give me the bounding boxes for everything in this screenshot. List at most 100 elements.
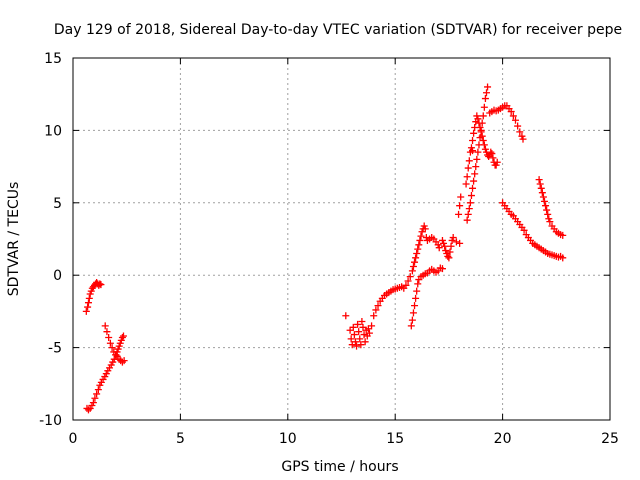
data-point — [94, 386, 102, 394]
data-point — [409, 263, 417, 271]
data-point — [412, 254, 420, 262]
data-point — [469, 137, 477, 145]
data-point — [119, 332, 127, 340]
data-point — [91, 394, 99, 402]
chart-title: Day 129 of 2018, Sidereal Day-to-day VTE… — [54, 22, 622, 38]
data-point — [342, 312, 350, 320]
data-point — [475, 119, 483, 127]
data-point — [473, 155, 481, 163]
data-point — [507, 108, 515, 116]
data-point — [463, 216, 471, 224]
data-point — [479, 112, 487, 120]
data-point — [413, 287, 421, 295]
data-point — [465, 205, 473, 213]
data-point — [456, 202, 464, 210]
data-point — [406, 273, 414, 281]
x-tick-label: 5 — [176, 431, 185, 447]
data-point — [108, 344, 116, 352]
data-point — [356, 335, 364, 343]
data-point — [444, 252, 452, 260]
data-point — [536, 180, 544, 188]
data-point — [478, 132, 486, 140]
grid-lines — [73, 58, 610, 420]
data-point — [85, 294, 93, 302]
data-point — [353, 342, 361, 350]
data-point — [535, 176, 543, 184]
data-point — [407, 322, 415, 330]
data-point — [465, 157, 473, 165]
data-point — [415, 241, 423, 249]
data-point — [463, 173, 471, 181]
data-point — [466, 199, 474, 207]
data-point — [514, 122, 522, 130]
data-point — [354, 320, 362, 328]
y-tick-label: 15 — [44, 51, 62, 67]
data-point — [370, 312, 378, 320]
data-point — [511, 116, 519, 124]
data-point — [455, 210, 463, 218]
data-point — [469, 184, 477, 192]
data-point — [472, 163, 480, 171]
data-point — [493, 158, 501, 166]
data-point — [105, 333, 113, 341]
data-point — [474, 115, 482, 123]
data-point — [365, 329, 373, 337]
data-point — [540, 197, 548, 205]
y-tick-label: -10 — [39, 413, 62, 429]
plot-frame — [72, 57, 611, 421]
data-point — [479, 137, 487, 145]
data-point — [477, 128, 485, 136]
data-point — [542, 202, 550, 210]
x-tick-label: 0 — [69, 431, 78, 447]
data-point — [120, 357, 128, 365]
data-point — [446, 248, 454, 256]
data-point — [489, 154, 497, 162]
x-tick-label: 10 — [279, 431, 297, 447]
data-point — [538, 189, 546, 197]
data-point — [416, 236, 424, 244]
data-point — [413, 249, 421, 257]
data-point — [350, 331, 358, 339]
data-point — [93, 390, 101, 398]
data-point — [516, 128, 524, 136]
data-point — [97, 281, 105, 289]
y-tick-label: -5 — [48, 341, 62, 357]
data-point — [414, 245, 422, 253]
data-point — [488, 150, 496, 158]
data-point — [357, 341, 365, 349]
data-point — [537, 184, 545, 192]
data-point — [411, 258, 419, 266]
data-point — [84, 303, 92, 311]
data-point — [435, 244, 443, 252]
data-point — [411, 302, 419, 310]
x-axis-label: GPS time / hours — [281, 459, 398, 475]
data-point — [470, 177, 478, 185]
data-point — [456, 239, 464, 247]
data-point — [404, 277, 412, 285]
data-point — [445, 254, 453, 262]
data-point — [438, 265, 446, 273]
data-point — [441, 242, 449, 250]
data-point — [347, 335, 355, 343]
data-point — [471, 170, 479, 178]
data-point — [409, 309, 417, 317]
data-point — [543, 206, 551, 214]
y-tick-label: 0 — [53, 268, 62, 284]
data-point — [546, 218, 554, 226]
data-point — [106, 339, 114, 347]
data-point — [469, 147, 477, 155]
x-tick-label: 20 — [494, 431, 512, 447]
data-point — [372, 306, 380, 314]
data-point — [421, 225, 429, 233]
data-point — [118, 333, 126, 341]
data-point — [452, 238, 460, 246]
data-point — [417, 232, 425, 240]
data-point — [519, 135, 527, 143]
data-point — [361, 338, 369, 346]
data-point — [539, 193, 547, 201]
data-point — [484, 83, 492, 91]
data-point — [101, 322, 109, 330]
data-point — [96, 280, 104, 288]
data-point — [408, 316, 416, 324]
